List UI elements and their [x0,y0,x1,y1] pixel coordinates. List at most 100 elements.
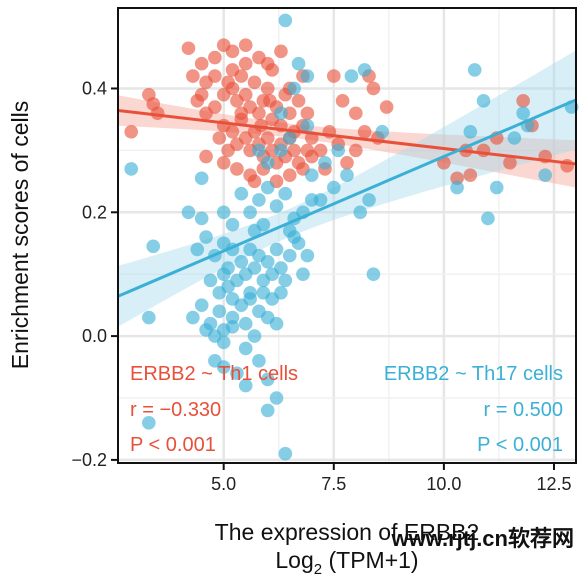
data-point [516,94,530,108]
data-point [216,205,231,220]
x-axis-subtitle-unit: (TPM+1) [322,547,418,573]
x-tick-label: 5.0 [211,474,236,494]
data-point [247,261,262,275]
regression-line-1 [117,98,577,298]
data-point [252,193,266,207]
data-point [225,81,240,96]
data-point [313,143,328,158]
data-point [230,162,244,176]
data-point [300,118,315,133]
data-point [216,335,231,350]
data-point [375,125,390,139]
data-point [357,63,372,77]
data-point [234,186,249,201]
data-point [282,248,297,263]
data-point [194,171,209,186]
data-point [340,155,354,170]
data-point [260,255,275,269]
x-tick-label: 7.5 [321,474,346,494]
confidence-band-0 [118,95,576,188]
data-point [349,106,363,121]
grid-lines [118,8,576,463]
data-point [366,81,381,96]
data-point [269,316,284,331]
data-point [225,63,240,77]
data-point [234,255,249,269]
data-point [260,372,275,387]
data-point [300,106,315,121]
data-point [247,174,262,189]
data-point [260,155,275,170]
data-points [124,13,579,461]
regression-line-0 [117,109,577,166]
x-axis-ticks: 5.0 7.5 10.0 12.5 [211,463,572,494]
data-point [124,162,139,176]
data-point [300,69,315,83]
data-point [503,155,517,170]
data-point [269,242,284,257]
data-point [243,205,257,220]
data-point [247,75,262,90]
th1-p-label: P < 0.001 [130,434,216,456]
data-point [269,391,284,405]
data-point [225,320,240,334]
data-point [238,378,253,393]
x-axis-subtitle-base: 2 [314,561,322,578]
data-point [326,69,341,83]
data-point [304,168,319,182]
data-point [146,97,161,111]
data-point [274,143,288,158]
data-point [366,267,381,281]
data-point [291,236,306,251]
data-point [476,94,491,108]
data-point [234,106,249,121]
data-point [124,125,139,139]
data-point [340,168,354,182]
th17-formula-label: ERBB2 ~ Th17 cells [384,363,563,385]
watermark: www.rjtj.cn软荐网 [390,526,574,551]
y-tick-label: 0.2 [82,202,107,222]
data-point [463,168,478,182]
data-point [274,261,288,275]
data-point [181,41,196,56]
data-point [238,316,253,331]
data-point [357,125,372,139]
data-point [278,273,293,288]
data-point [349,143,363,158]
data-point [194,56,209,71]
regression-lines [117,98,577,298]
data-point [252,143,266,158]
data-point [142,310,156,325]
th1-r-label: r = −0.330 [130,399,221,421]
y-tick-label: 0.4 [82,78,107,98]
x-tick-label: 12.5 [536,474,571,494]
data-point [489,180,504,195]
data-point [516,106,530,121]
th17-p-label: P < 0.001 [477,434,563,456]
data-point [278,13,293,28]
y-axis-ticks: −0.2 0.0 0.2 0.4 [71,78,118,470]
data-point [379,100,394,114]
data-point [282,168,297,182]
data-point [326,180,341,195]
data-point [142,415,156,430]
th17-r-label: r = 0.500 [483,399,563,421]
data-point [199,230,213,244]
data-point [252,106,266,121]
data-point [146,239,161,254]
data-point [269,199,284,213]
data-point [225,125,240,139]
data-point [287,143,301,158]
confidence-band-1 [118,50,576,327]
data-point [300,248,315,263]
data-point [507,131,522,145]
data-point [274,285,288,300]
data-point [260,131,275,145]
data-point [278,186,293,201]
data-point [296,267,310,281]
data-point [194,87,209,102]
data-point [230,366,244,381]
data-point [331,143,345,158]
plot-border [117,7,577,464]
